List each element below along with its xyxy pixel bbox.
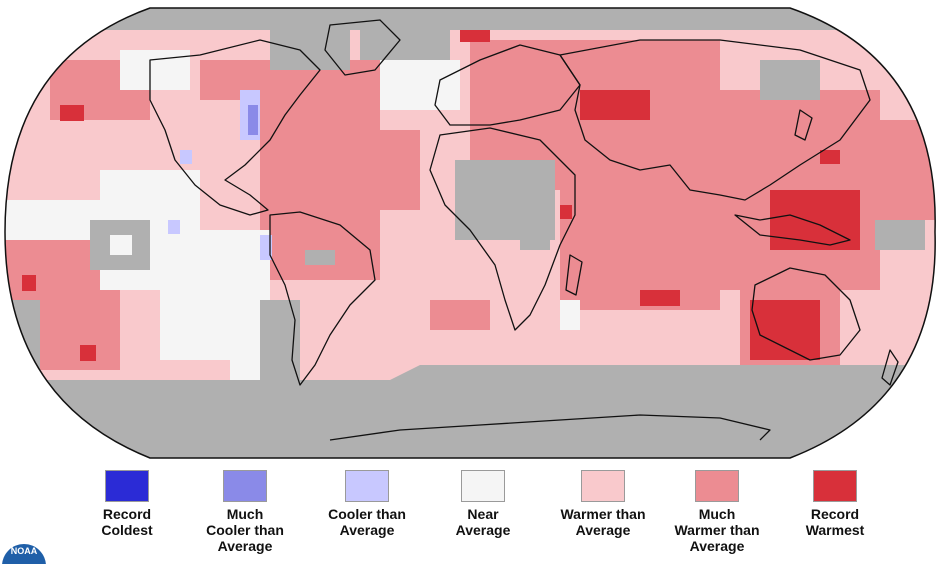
near-average-cell xyxy=(560,300,580,330)
south-america-outline xyxy=(269,211,376,386)
legend-swatch xyxy=(695,470,739,502)
legend-label: Much Cooler than Average xyxy=(206,506,284,554)
record-warmest-cell xyxy=(580,90,650,120)
legend: Record Coldest Much Cooler than Average Coo… xyxy=(0,470,940,564)
much-warmer-cell xyxy=(380,130,420,210)
legend-swatch xyxy=(461,470,505,502)
no-data-cell xyxy=(520,230,550,250)
no-data-cell xyxy=(305,250,335,265)
cooler-cell xyxy=(168,220,180,234)
no-data-cell xyxy=(110,235,132,255)
noaa-logo-text: NOAA xyxy=(11,546,38,556)
no-data-cell xyxy=(360,30,450,60)
noaa-logo: NOAA xyxy=(2,544,46,564)
legend-item-record-warmest: Record Warmest xyxy=(770,470,900,538)
no-data-cell xyxy=(5,300,40,380)
record-warmest-cell xyxy=(22,275,36,291)
legend-item-warmer: Warmer than Average xyxy=(538,470,668,538)
no-data-cell xyxy=(875,220,925,250)
record-warmest-cell xyxy=(640,290,680,306)
north-america-outline xyxy=(149,39,321,216)
near-average-cell xyxy=(120,50,190,90)
new-zealand-outline xyxy=(881,349,899,386)
legend-swatch xyxy=(813,470,857,502)
legend-item-near-average: Near Average xyxy=(418,470,548,538)
africa-outline xyxy=(429,127,576,331)
legend-item-cooler: Cooler than Average xyxy=(302,470,432,538)
world-temperature-map xyxy=(4,7,936,459)
continent-outlines xyxy=(149,19,899,441)
southern-no-data-region xyxy=(5,300,936,458)
record-warmest-cell xyxy=(60,105,84,121)
cooler-cell xyxy=(260,235,272,260)
legend-label: Warmer than Average xyxy=(560,506,646,538)
record-warmest-cell xyxy=(750,300,820,360)
record-warmest-cell xyxy=(770,190,860,250)
madagascar-outline xyxy=(565,254,583,296)
record-warmest-cell xyxy=(80,345,96,361)
legend-swatch xyxy=(581,470,625,502)
globe-outline xyxy=(4,7,936,459)
record-warmest-cell xyxy=(560,205,572,219)
australia-outline xyxy=(751,267,861,361)
noaa-logo-emblem xyxy=(2,544,46,564)
much-warmer-cell xyxy=(430,300,490,330)
anomaly-cells xyxy=(5,8,936,458)
legend-label: Cooler than Average xyxy=(328,506,406,538)
near-average-cell xyxy=(380,60,460,110)
indonesia-outline xyxy=(734,214,851,246)
legend-label: Much Warmer than Average xyxy=(674,506,760,554)
cooler-cell xyxy=(180,150,192,164)
no-data-cell xyxy=(455,160,555,240)
much-warmer-cell xyxy=(260,60,380,280)
greenland-outline xyxy=(324,19,401,76)
legend-swatch xyxy=(345,470,389,502)
asia-outline xyxy=(559,39,871,201)
legend-item-record-coldest: Record Coldest xyxy=(62,470,192,538)
legend-swatch xyxy=(105,470,149,502)
legend-item-much-warmer: Much Warmer than Average xyxy=(652,470,782,554)
no-data-cell xyxy=(760,60,820,100)
record-warmest-cell xyxy=(460,30,490,42)
no-data-cell xyxy=(5,8,936,30)
legend-swatch xyxy=(223,470,267,502)
legend-label: Record Warmest xyxy=(805,506,865,538)
europe-outline xyxy=(434,44,581,126)
map-svg xyxy=(4,7,936,459)
legend-item-much-cooler: Much Cooler than Average xyxy=(180,470,310,554)
legend-label: Record Coldest xyxy=(101,506,153,538)
legend-label: Near Average xyxy=(455,506,511,538)
antarctica-outline xyxy=(329,414,771,441)
record-warmest-cell xyxy=(820,150,840,164)
much-cooler-cell xyxy=(248,105,258,135)
near-average-cell xyxy=(5,200,100,240)
japan-outline xyxy=(794,109,813,141)
